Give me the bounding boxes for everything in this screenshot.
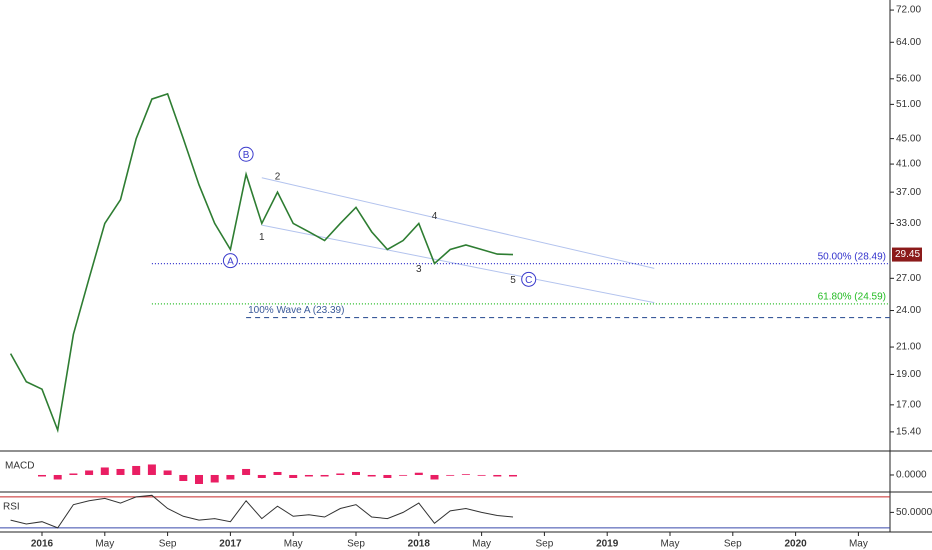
x-tick-label: May (661, 539, 680, 550)
macd-bar (430, 474, 439, 480)
wave-label: 3 (416, 264, 422, 275)
y-tick-label: 45.00 (896, 133, 921, 144)
macd-bar (320, 474, 329, 477)
macd-bar (257, 474, 266, 478)
level-label: 61.80% (24.59) (818, 292, 886, 303)
y-tick-label: 33.00 (896, 218, 921, 229)
y-tick-label: 50.0000 (896, 507, 932, 518)
wave-label: 2 (275, 171, 281, 182)
y-tick-label: 19.00 (896, 369, 921, 380)
x-tick-label: 2016 (31, 539, 54, 550)
y-tick-label: 37.00 (896, 187, 921, 198)
y-tick-label: 72.00 (896, 5, 921, 16)
y-tick-label: 0.0000 (896, 470, 927, 481)
x-tick-label: 2018 (408, 539, 431, 550)
wave-label: 1 (259, 232, 265, 243)
macd-bar (493, 474, 502, 477)
macd-bar (336, 473, 345, 475)
x-tick-label: Sep (536, 539, 554, 550)
rsi-line (10, 494, 514, 529)
macd-bar (195, 474, 203, 484)
macd-bar (226, 474, 235, 480)
y-tick-label: 64.00 (896, 37, 921, 48)
macd-bar (446, 474, 455, 476)
macd-bar (304, 474, 313, 477)
macd-bar (399, 474, 408, 476)
rsi-title: RSI (3, 502, 20, 513)
price-tag (892, 247, 922, 262)
macd-bar (179, 474, 188, 481)
wave-circle (238, 146, 254, 162)
y-tick-label: 41.00 (896, 159, 921, 170)
macd-bar (100, 467, 109, 475)
y-tick-label: 17.00 (896, 399, 921, 410)
x-tick-label: 2017 (219, 539, 242, 550)
y-tick-label: 51.00 (896, 99, 921, 110)
wave-label: B (243, 150, 250, 161)
macd-bar (352, 471, 360, 475)
macd-bar (116, 468, 125, 475)
x-tick-label: May (849, 539, 868, 550)
y-tick-label: 21.00 (896, 342, 921, 353)
macd-bar (367, 474, 376, 477)
macd-bar (85, 470, 94, 475)
x-tick-label: Sep (347, 539, 365, 550)
macd-bar (69, 473, 78, 475)
price-tag-label: 29.45 (895, 249, 920, 260)
x-tick-label: Sep (159, 539, 177, 550)
macd-bar (414, 472, 423, 475)
macd-bar (163, 470, 172, 475)
y-tick-label: 24.00 (896, 305, 921, 316)
macd-bar (147, 464, 156, 475)
level-label: 100% Wave A (23.39) (248, 305, 344, 316)
x-tick-label: May (472, 539, 491, 550)
level-label: 50.00% (28.49) (818, 251, 886, 262)
price-line (9, 92, 514, 434)
macd-bar (477, 474, 486, 476)
macd-bar (461, 474, 470, 475)
macd-bar (509, 474, 517, 477)
x-tick-label: May (284, 539, 303, 550)
wave-label: A (227, 256, 234, 267)
x-tick-label: Sep (724, 539, 742, 550)
macd-bar (210, 474, 219, 483)
trend-line (261, 177, 655, 269)
wave-circle (222, 253, 238, 269)
macd-bar (38, 474, 46, 477)
x-tick-label: 2019 (596, 539, 619, 550)
macd-bar (289, 474, 298, 478)
y-tick-label: 15.40 (896, 427, 921, 438)
macd-bar (273, 471, 282, 475)
wave-label: 5 (510, 275, 516, 286)
x-tick-label: 2020 (784, 539, 807, 550)
macd-bar (53, 474, 62, 480)
wave-label: 4 (432, 211, 438, 222)
x-tick-label: May (95, 539, 114, 550)
wave-label: C (525, 275, 532, 286)
macd-bar (242, 468, 251, 475)
y-tick-label: 27.00 (896, 273, 921, 284)
macd-bar (383, 474, 392, 478)
y-tick-label: 56.00 (896, 73, 921, 84)
macd-bar (132, 465, 141, 475)
macd-title: MACD (5, 461, 34, 472)
wave-circle (521, 271, 537, 287)
